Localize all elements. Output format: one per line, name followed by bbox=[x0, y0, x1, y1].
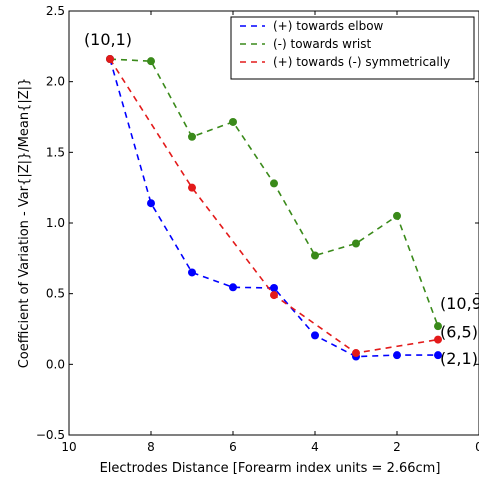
data-point-series-1 bbox=[147, 199, 155, 208]
data-point-series-1 bbox=[188, 268, 196, 277]
legend-label: (+) towards (-) symmetrically bbox=[273, 55, 450, 69]
data-point-series-2 bbox=[270, 179, 278, 188]
y-tick-label: 1.0 bbox=[46, 216, 65, 230]
y-tick-label: 0.0 bbox=[46, 357, 65, 371]
x-tick-label: 4 bbox=[311, 440, 319, 454]
data-point-series-1 bbox=[434, 351, 442, 360]
data-point-series-1 bbox=[270, 284, 278, 293]
point-annotation: (10,1) bbox=[84, 30, 132, 49]
data-point-series-3 bbox=[434, 335, 442, 344]
point-annotation: (6,5) bbox=[440, 323, 478, 342]
x-tick-label: 0 bbox=[475, 440, 479, 454]
y-tick-label: 2.0 bbox=[46, 75, 65, 89]
legend-entries: (+) towards elbow (-) towards wrist (+) to… bbox=[240, 19, 450, 69]
x-tick-label: 10 bbox=[61, 440, 76, 454]
data-point-series-1 bbox=[393, 351, 401, 360]
data-point-series-2 bbox=[352, 239, 360, 248]
data-point-series-2 bbox=[229, 117, 237, 126]
series-layer bbox=[106, 55, 442, 361]
data-point-series-1 bbox=[229, 283, 237, 292]
legend-label: (-) towards wrist bbox=[273, 37, 371, 51]
x-tick-label: 2 bbox=[393, 440, 401, 454]
x-tick-label: 6 bbox=[229, 440, 237, 454]
legend-label: (+) towards elbow bbox=[273, 19, 384, 33]
y-tick-label: 0.5 bbox=[46, 287, 65, 301]
annotation-layer: (10,1) (10,9) (6,5) (2,1) bbox=[84, 30, 479, 368]
ticks: 10 8 6 4 2 0 −0.5 0.0 0.5 1.0 1.5 2.0 2.5 bbox=[36, 4, 479, 454]
data-point-series-3 bbox=[352, 349, 360, 358]
x-axis-label: Electrodes Distance [Forearm index units… bbox=[100, 461, 441, 476]
data-point-series-3 bbox=[106, 55, 114, 64]
data-point-series-2 bbox=[188, 132, 196, 141]
data-point-series-1 bbox=[311, 331, 319, 340]
y-tick-label: −0.5 bbox=[36, 428, 65, 442]
data-point-series-2 bbox=[393, 211, 401, 220]
y-tick-label: 2.5 bbox=[46, 4, 65, 18]
data-point-series-2 bbox=[147, 57, 155, 66]
data-point-series-3 bbox=[270, 291, 278, 300]
x-tick-label: 8 bbox=[147, 440, 155, 454]
series-line-1 bbox=[109, 58, 438, 358]
y-axis-label: Coefficient of Variation - Var{|Z|}/Mean… bbox=[17, 78, 32, 369]
point-annotation: (2,1) bbox=[440, 349, 478, 368]
data-point-series-2 bbox=[434, 322, 442, 331]
y-tick-label: 1.5 bbox=[46, 145, 65, 159]
legend-box bbox=[230, 16, 475, 80]
point-annotation: (10,9) bbox=[440, 294, 479, 313]
series-line-3 bbox=[109, 58, 439, 354]
data-point-series-2 bbox=[311, 251, 319, 260]
data-point-series-3 bbox=[188, 183, 196, 192]
legend: (+) towards elbow (-) towards wrist (+) to… bbox=[230, 16, 475, 80]
